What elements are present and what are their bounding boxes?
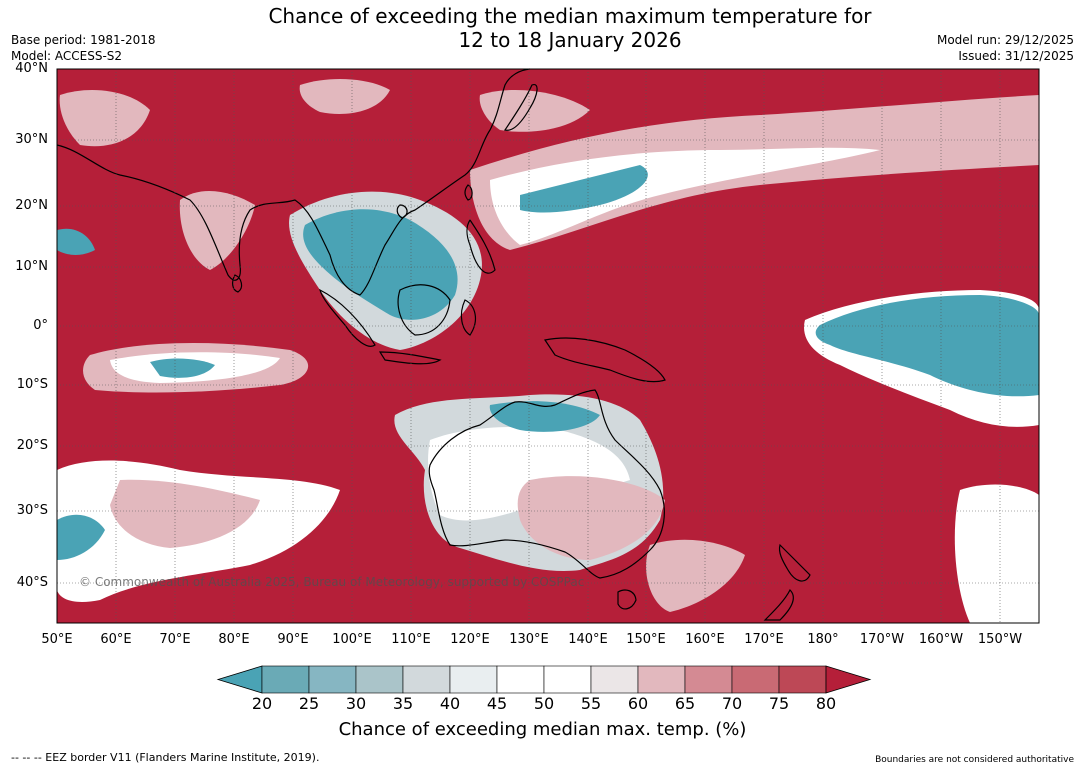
coast-nz-north <box>778 543 811 582</box>
longitude-label: 130°E <box>509 632 549 647</box>
coast-tasmania <box>617 589 637 610</box>
colorbar-tick-label: 60 <box>627 694 649 713</box>
run-info: Model run: 29/12/2025 Issued: 31/12/2025 <box>937 32 1074 64</box>
model-run: Model run: 29/12/2025 <box>936 33 1074 47</box>
colorbar-tick-label: 40 <box>439 694 461 713</box>
region-south-indian-light <box>110 479 260 548</box>
latitude-label: 10°N <box>15 259 48 274</box>
coast-nz-south <box>763 588 794 621</box>
coast-philippines <box>466 218 496 274</box>
region-south-indian-blue <box>57 514 105 560</box>
coast-sumatra <box>319 288 376 347</box>
longitude-label: 140°E <box>568 632 608 647</box>
colorbar-tick-label: 55 <box>580 694 602 713</box>
coast-sulawesi <box>460 299 477 336</box>
region-north-china-light <box>299 78 390 114</box>
latitude-label: 20°N <box>15 198 48 213</box>
longitude-label: 90°E <box>277 632 309 647</box>
colorbar-tick-label: 65 <box>674 694 696 713</box>
region-west-asia-light <box>59 90 150 147</box>
longitude-label: 80°E <box>218 632 250 647</box>
copyright-watermark: © Commonwealth of Australia 2025, Bureau… <box>79 575 585 589</box>
latitude-label: 10°S <box>16 377 48 392</box>
colorbar-tick-label: 20 <box>251 694 273 713</box>
coast-borneo <box>397 284 451 336</box>
coast-new-guinea <box>544 337 666 383</box>
latitude-label: 30°N <box>15 132 48 147</box>
region-central-pacific-blue <box>815 295 1039 397</box>
region-north-pacific-white <box>490 147 880 245</box>
probability-regions <box>57 78 1039 623</box>
coast-sri-lanka <box>232 274 243 293</box>
longitude-label: 60°E <box>100 632 132 647</box>
longitude-label: 160°W <box>918 632 964 647</box>
colorbar-tick-label: 75 <box>768 694 790 713</box>
boundaries-disclaimer: Boundaries are not considered authoritat… <box>875 755 1074 765</box>
coast-japan <box>504 83 538 131</box>
region-australia-south-light <box>517 476 665 560</box>
colorbar-tick-label: 30 <box>345 694 367 713</box>
issued-date: Issued: 31/12/2025 <box>958 49 1074 63</box>
coast-taiwan <box>464 184 473 201</box>
longitude-label: 170°E <box>744 632 784 647</box>
latitude-label: 0° <box>33 318 48 333</box>
region-north-pacific-blue <box>520 165 648 213</box>
region-se-asia-blue <box>303 209 458 320</box>
longitude-label: 110°E <box>391 632 431 647</box>
title-line-1: Chance of exceeding the median maximum t… <box>268 4 872 28</box>
longitude-label: 150°E <box>626 632 666 647</box>
longitude-label: 120°E <box>450 632 490 647</box>
model-name: Model: ACCESS-S2 <box>11 49 123 63</box>
colorbar-tick-label: 70 <box>721 694 743 713</box>
coast-australia <box>428 389 665 579</box>
longitude-label: 100°E <box>332 632 372 647</box>
region-indian-ocean-blue <box>150 358 215 378</box>
title-line-2: 12 to 18 January 2026 <box>458 28 682 52</box>
coast-java <box>378 351 442 365</box>
region-japan-light <box>479 90 590 132</box>
latitude-label: 30°S <box>16 503 48 518</box>
longitude-label: 160°E <box>685 632 725 647</box>
longitude-label: 50°E <box>41 632 73 647</box>
region-australia-north-blue <box>489 401 600 432</box>
colorbar-tick-label: 35 <box>392 694 414 713</box>
longitude-label: 70°E <box>159 632 191 647</box>
latitude-label: 40°N <box>15 61 48 76</box>
eez-footnote: -- -- -- EEZ border V11 (Flanders Marine… <box>11 751 320 764</box>
map-title: Chance of exceeding the median maximum t… <box>0 4 1085 52</box>
region-arabian-blue <box>57 228 95 255</box>
map-frame <box>56 68 1040 624</box>
colorbar-title: Chance of exceeding median max. temp. (%… <box>338 719 747 740</box>
colorbar-tick-label: 50 <box>533 694 555 713</box>
coast-hainan <box>396 204 408 219</box>
colorbar-tick-label: 45 <box>486 694 508 713</box>
latitude-label: 20°S <box>16 438 48 453</box>
base-period: Base period: 1981-2018 <box>11 33 156 47</box>
longitude-label: 180° <box>807 632 839 647</box>
region-tasman-light <box>646 539 745 612</box>
model-info: Base period: 1981-2018 Model: ACCESS-S2 <box>11 32 156 64</box>
region-se-pacific-white <box>954 484 1039 623</box>
latitude-label: 40°S <box>16 575 48 590</box>
longitude-label: 170°W <box>859 632 905 647</box>
colorbar-tick-label: 80 <box>815 694 837 713</box>
colorbar-tick-label: 25 <box>298 694 320 713</box>
longitude-label: 150°W <box>977 632 1023 647</box>
region-australia-white <box>428 427 630 521</box>
